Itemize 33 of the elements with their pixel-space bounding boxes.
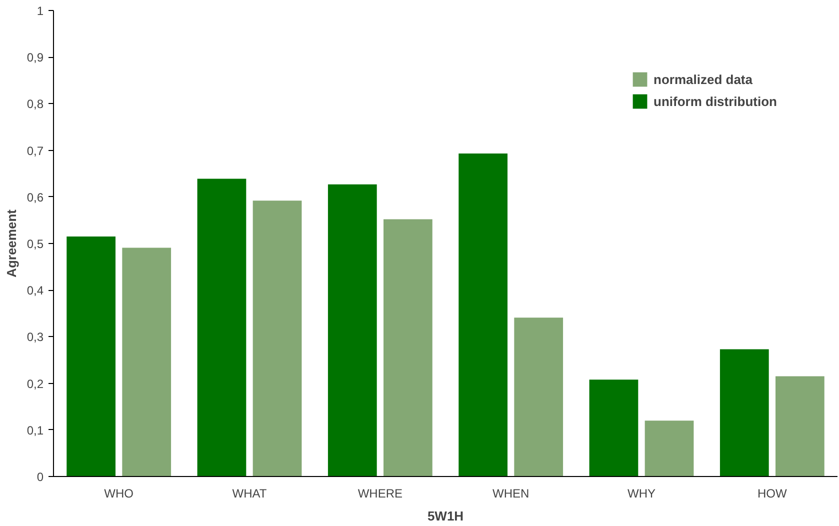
y-tick-label: 0 [36, 470, 44, 484]
x-axis-title: 5W1H [427, 508, 464, 524]
y-tick-label: 1 [36, 4, 44, 18]
bar [66, 236, 116, 476]
x-tick-label: WHY [628, 486, 656, 500]
y-tick-label: 0,2 [26, 376, 44, 391]
bar [197, 178, 246, 476]
bar [122, 248, 172, 476]
x-tick-label: WHAT [232, 486, 268, 500]
y-tick-label: 0,7 [26, 144, 44, 158]
x-tick-label: WHEN [492, 486, 530, 500]
y-tick-label: 0,4 [26, 284, 44, 298]
y-tick-label: 0,3 [26, 330, 44, 344]
x-tick-label: WHO [104, 486, 134, 500]
bar [458, 154, 508, 476]
bar [384, 219, 432, 476]
bar [720, 349, 769, 476]
x-tick-label: HOW [758, 486, 788, 500]
x-tick-label: WHERE [358, 486, 403, 500]
bar [252, 200, 302, 476]
bar [644, 420, 694, 476]
y-tick-label: 0,8 [26, 97, 44, 112]
y-tick-label: 0,1 [26, 423, 44, 438]
y-tick-label: 0,6 [26, 190, 44, 204]
legend-label: uniform distribution [654, 94, 777, 108]
y-axis-title: Agreement [4, 208, 19, 278]
bar [589, 380, 638, 476]
bar [328, 184, 377, 476]
y-tick-label: 0,5 [26, 237, 44, 251]
legend-label: normalized data [654, 72, 752, 86]
y-tick-label: 0,9 [26, 50, 44, 65]
bar [514, 318, 564, 476]
bar [776, 376, 824, 476]
